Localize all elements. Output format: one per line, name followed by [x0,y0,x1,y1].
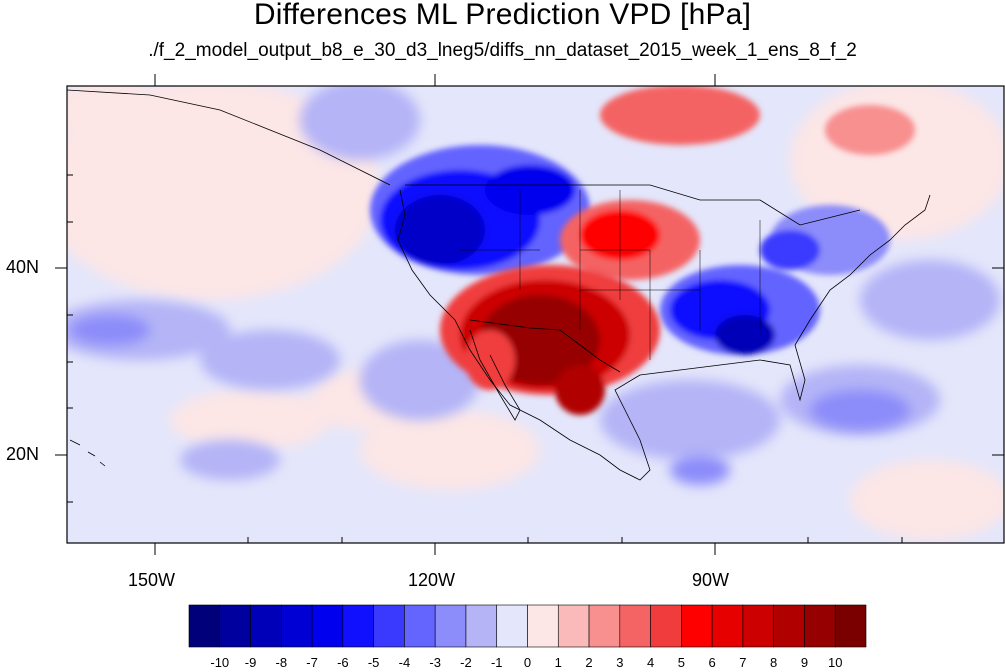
colorbar-swatch [465,604,498,648]
colorbar-swatch [711,604,744,648]
baja-california [469,329,521,421]
colorbar-tick-label: -7 [306,655,318,670]
alaska-coast [67,89,391,186]
colorbar-tick-label: 0 [523,655,532,670]
colorbar-tick-label: 1 [554,655,562,670]
plot-subtitle: ./f_2_model_output_b8_e_30_d3_lneg5/diff… [148,40,857,61]
map-field [67,86,1004,543]
colorbar [188,604,867,648]
plains-positive-anomaly [560,86,915,280]
colorbar-swatch [188,604,221,648]
colorbar-swatch [250,604,282,648]
colorbar-swatch [342,604,374,648]
colorbar-tick-label: 2 [585,655,593,670]
lon-label-150w: 150W [128,570,176,590]
west-negative-anomaly [370,145,590,275]
colorbar-tick-label: 8 [770,655,778,670]
colorbar-swatch [804,604,836,648]
colorbar-tick-label: -5 [367,655,380,670]
colorbar-swatch [496,604,528,648]
colorbar-swatch [681,604,713,648]
us-canada-border [405,184,861,226]
plot-title: Differences ML Prediction VPD [hPa] [253,0,752,31]
colorbar-tick-label: 7 [739,655,747,670]
colorbar-swatch [742,604,774,648]
north-america-coastline [397,189,931,481]
colorbar-tick-label: 4 [646,655,655,670]
colorbar-swatch [650,604,682,648]
colorbar-tick-label: -8 [275,655,288,670]
hawaii-islands [69,439,106,467]
lat-label-20n: 20N [6,444,40,464]
colorbar-tick-label: -3 [429,655,441,670]
moderate-negative-patches [70,315,910,485]
colorbar-swatch [557,604,590,648]
colorbar-tick-label: -6 [337,655,349,670]
colorbar-tick-label: 9 [800,655,809,670]
colorbar-swatch [373,604,405,648]
colorbar-tick-label: -10 [210,655,230,670]
colorbar-swatch [527,604,559,648]
lon-label-90w: 90W [692,570,730,590]
colorbar-swatch [834,604,867,648]
colorbar-tick-label: -1 [490,655,503,670]
lon-label-120w: 120W [408,570,456,590]
colorbar-swatch [219,604,251,648]
southwest-positive-anomaly [440,265,660,415]
axis-ticks [55,74,1004,555]
colorbar-tick-label: 6 [708,655,716,670]
colorbar-swatch [434,604,467,648]
colorbar-swatch [588,604,621,648]
lat-label-40n: 40N [6,257,40,277]
colorbar-tick-label: 10 [827,655,843,670]
state-lines [460,190,761,360]
colorbar-tick-label: 3 [616,655,624,670]
colorbar-swatch [773,604,805,648]
us-mexico-border [469,319,621,373]
colorbar-tick-label: 5 [677,655,685,670]
colorbar-tick-label: -4 [398,655,411,670]
colorbar-swatch [311,604,344,648]
colorbar-swatch [619,604,651,648]
land-outlines [67,89,931,481]
colorbar-swatch [281,604,313,648]
colorbar-swatch [404,604,436,648]
colorbar-tick-label: -9 [244,655,257,670]
colorbar-tick-label: -2 [460,655,472,670]
